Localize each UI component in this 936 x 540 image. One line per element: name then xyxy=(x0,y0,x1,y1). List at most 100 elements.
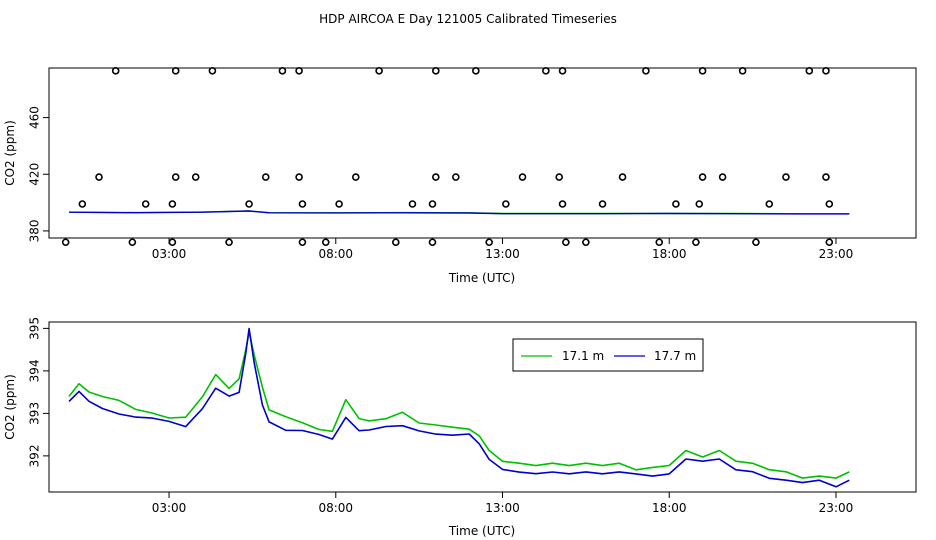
x-axis-label-top: Time (UTC) xyxy=(448,271,515,285)
x-axis-label-bottom: Time (UTC) xyxy=(448,524,515,538)
legend: 17.1 m 17.7 m xyxy=(512,338,704,372)
data-point xyxy=(598,200,607,208)
data-point xyxy=(558,200,567,208)
scatter-points xyxy=(61,67,834,247)
data-point xyxy=(452,173,460,181)
data-point xyxy=(141,200,150,208)
data-point xyxy=(298,200,307,208)
data-point xyxy=(128,238,137,247)
data-point xyxy=(502,200,510,208)
bottom-series-lines xyxy=(68,327,850,488)
y-axis-label-bottom: CO2 (ppm) xyxy=(3,374,17,440)
x-tick-label: 08:00 xyxy=(318,247,353,261)
data-point xyxy=(375,67,383,75)
data-point xyxy=(298,238,307,247)
data-point xyxy=(171,173,180,181)
data-point xyxy=(171,67,180,75)
data-point xyxy=(432,173,440,181)
y-ticks-top: 380 420 460 xyxy=(28,106,49,242)
data-point xyxy=(642,67,650,75)
data-point xyxy=(335,200,343,208)
data-point xyxy=(432,67,440,75)
data-point xyxy=(428,238,437,247)
x-tick-label: 18:00 xyxy=(652,501,687,515)
data-point xyxy=(752,238,760,247)
data-point xyxy=(672,200,680,208)
data-point xyxy=(822,67,830,75)
data-point xyxy=(245,200,253,208)
x-ticks-top: 03:00 08:00 13:00 18:00 23:00 xyxy=(152,238,854,261)
data-point xyxy=(321,238,330,247)
data-point xyxy=(558,67,567,75)
data-point xyxy=(738,67,747,75)
y-tick-label: 460 xyxy=(28,106,42,129)
data-point xyxy=(208,67,217,75)
data-point xyxy=(782,173,790,181)
data-point xyxy=(111,67,120,75)
data-point xyxy=(718,173,727,181)
data-point xyxy=(695,200,704,208)
series-line-17-7-- xyxy=(68,327,850,488)
y-tick-label: 393 xyxy=(28,402,42,425)
data-point xyxy=(518,173,527,181)
data-point xyxy=(78,200,87,208)
data-point xyxy=(655,238,664,247)
y-axis-label-top: CO2 (ppm) xyxy=(3,120,17,186)
data-point xyxy=(805,67,814,75)
y-tick-label: 380 xyxy=(28,219,42,242)
panel-top: 380 420 460 03:00 08:00 13:00 18:00 23:00 CO2 … xyxy=(3,67,917,285)
data-point xyxy=(278,67,287,75)
y-tick-label: 392 xyxy=(28,444,42,467)
x-tick-label: 23:00 xyxy=(819,247,854,261)
legend-label-17-1: 17.1 m xyxy=(562,349,604,363)
data-point xyxy=(428,200,437,208)
y-tick-label: 394 xyxy=(28,359,42,382)
data-point xyxy=(225,238,233,247)
plot-frame-bottom xyxy=(48,321,917,493)
data-point xyxy=(765,200,774,208)
data-point xyxy=(295,67,303,75)
y-tick-label: 420 xyxy=(28,163,42,186)
x-tick-label: 08:00 xyxy=(318,501,353,515)
data-point xyxy=(555,173,563,181)
data-point xyxy=(822,173,830,181)
data-point xyxy=(261,173,270,181)
data-point xyxy=(391,238,400,247)
legend-box xyxy=(512,338,704,372)
data-point xyxy=(168,200,177,208)
x-tick-label: 13:00 xyxy=(485,501,520,515)
top-series-lines xyxy=(68,210,850,215)
data-point xyxy=(825,200,834,208)
data-point xyxy=(825,238,834,247)
data-point xyxy=(698,173,707,181)
panel-bottom: 392 393 394 395 03:00 08:00 13:00 18:00 23:00 C… xyxy=(3,317,917,538)
data-point xyxy=(408,200,417,208)
series-line-17-1-- xyxy=(68,331,850,479)
data-point xyxy=(618,173,627,181)
data-point xyxy=(698,67,707,75)
data-point xyxy=(61,238,70,247)
data-point xyxy=(472,67,480,75)
data-point xyxy=(351,173,360,181)
data-point xyxy=(485,238,493,247)
x-tick-label: 23:00 xyxy=(819,501,854,515)
y-ticks-bottom: 392 393 394 395 xyxy=(28,317,49,467)
data-point xyxy=(692,238,700,247)
data-point xyxy=(95,173,103,181)
x-tick-label: 18:00 xyxy=(652,247,687,261)
data-point xyxy=(191,173,200,181)
data-point xyxy=(295,173,303,181)
legend-label-17-7: 17.7 m xyxy=(654,349,696,363)
y-tick-label: 395 xyxy=(28,317,42,340)
x-ticks-bottom: 03:00 08:00 13:00 18:00 23:00 xyxy=(152,492,854,515)
x-tick-label: 13:00 xyxy=(485,247,520,261)
data-point xyxy=(562,238,570,247)
chart-title: HDP AIRCOA E Day 121005 Calibrated Times… xyxy=(319,12,617,26)
x-tick-label: 03:00 xyxy=(152,501,187,515)
x-tick-label: 03:00 xyxy=(152,247,187,261)
plot-frame-top xyxy=(48,67,917,239)
data-point xyxy=(168,238,177,247)
series-line-17-7-- xyxy=(68,210,850,215)
